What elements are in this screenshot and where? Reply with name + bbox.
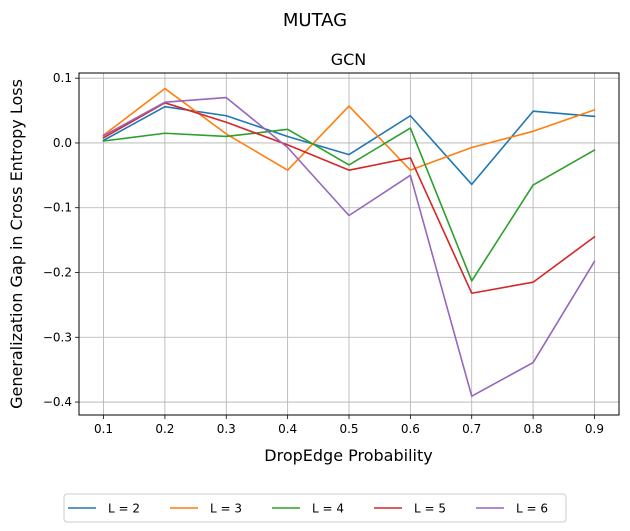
- x-tick-label: 0.4: [278, 422, 297, 436]
- chart-title: GCN: [331, 50, 367, 69]
- x-tick-label: 0.1: [94, 422, 113, 436]
- x-tick-label: 0.3: [217, 422, 236, 436]
- legend-frame: [63, 493, 567, 523]
- series-line-4: [102, 127, 596, 282]
- x-tick-label: 0.9: [585, 422, 604, 436]
- legend-label: L = 2: [108, 502, 140, 516]
- y-tick-label: −0.3: [43, 330, 72, 344]
- figure-title: MUTAG: [283, 10, 347, 31]
- y-tick-label: 0.0: [53, 136, 72, 150]
- y-axis-ticks: 0.1 0.0 −0.1 −0.2 −0.3 −0.4: [43, 71, 79, 409]
- series-line-3: [102, 87, 596, 171]
- y-tick-label: −0.2: [43, 266, 72, 280]
- legend-label: L = 6: [516, 502, 548, 516]
- x-tick-label: 0.8: [524, 422, 543, 436]
- grid-lines: [79, 73, 619, 415]
- legend: L = 2 L = 3 L = 4 L = 5 L = 6: [63, 493, 567, 523]
- y-tick-label: −0.4: [43, 395, 72, 409]
- x-axis-ticks: 0.1 0.2 0.3 0.4 0.5 0.6 0.7 0.8 0.9: [94, 415, 604, 436]
- x-tick-label: 0.6: [401, 422, 420, 436]
- series-line-6: [102, 96, 596, 398]
- x-tick-label: 0.5: [339, 422, 358, 436]
- x-tick-label: 0.2: [155, 422, 174, 436]
- y-tick-label: 0.1: [53, 71, 72, 85]
- legend-label: L = 4: [312, 502, 344, 516]
- legend-label: L = 3: [210, 502, 242, 516]
- series-line-5: [102, 102, 596, 295]
- y-tick-label: −0.1: [43, 201, 72, 215]
- x-axis-label: DropEdge Probability: [264, 446, 432, 465]
- legend-label: L = 5: [414, 502, 446, 516]
- x-tick-label: 0.7: [462, 422, 481, 436]
- series-lines: [102, 87, 596, 398]
- y-axis-label: Generalization Gap in Cross Entropy Loss: [7, 79, 26, 409]
